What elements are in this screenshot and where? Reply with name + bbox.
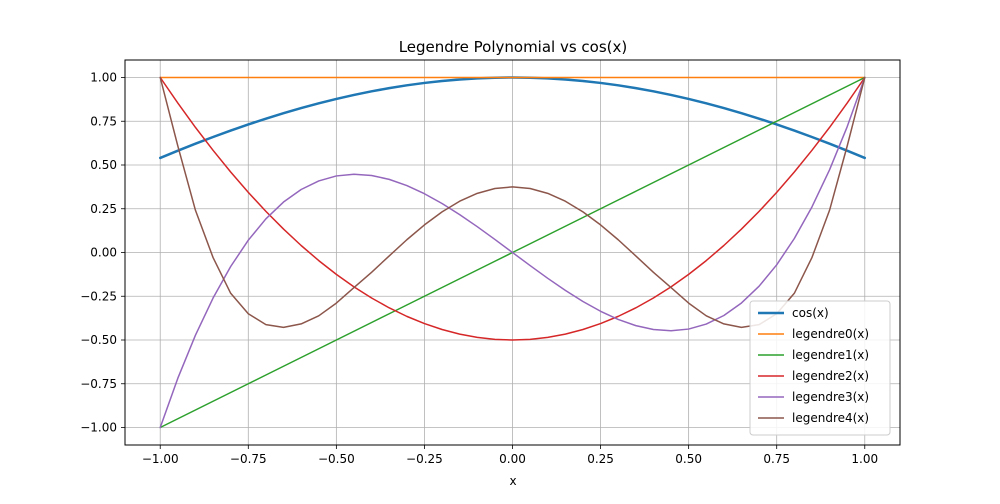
y-tick-label: 0.00 [90, 246, 117, 260]
legend-box [749, 300, 891, 436]
legend-label: legendre4(x) [792, 411, 869, 425]
x-tick-label: −0.75 [230, 452, 267, 466]
series-line-legendre2(x) [159, 76, 866, 341]
series-line-legendre3(x) [159, 76, 866, 429]
x-axis-ticks: −1.00 −0.75 −0.50 −0.25 0.00 0.25 0.50 0.75 1.00 [142, 445, 878, 466]
legend: cos(x) legendre0(x) legendre1(x) legendre2(… [749, 300, 891, 436]
x-tick-label: −0.50 [318, 452, 355, 466]
y-tick-label: −0.25 [80, 289, 117, 303]
legend-label: legendre0(x) [792, 327, 869, 341]
x-tick-label: 0.00 [499, 452, 526, 466]
y-axis-ticks: −1.00 −0.75 −0.50 −0.25 0.00 0.25 0.50 0.75 1.00 [80, 71, 125, 435]
chart-title: Legendre Polynomial vs cos(x) [399, 38, 628, 56]
legend-label: cos(x) [792, 306, 829, 320]
series-lines [158, 76, 867, 429]
legend-label: legendre3(x) [792, 390, 869, 404]
x-tick-label: −0.25 [406, 452, 443, 466]
x-tick-label: −1.00 [142, 452, 179, 466]
y-tick-label: 0.25 [90, 202, 117, 216]
x-tick-label: 0.50 [675, 452, 702, 466]
x-tick-label: 0.25 [587, 452, 614, 466]
y-tick-label: −0.50 [80, 333, 117, 347]
x-tick-label: 1.00 [851, 452, 878, 466]
legend-label: legendre1(x) [792, 348, 869, 362]
y-tick-label: −0.75 [80, 377, 117, 391]
y-tick-label: 1.00 [90, 71, 117, 85]
y-tick-label: −1.00 [80, 421, 117, 435]
y-tick-label: 0.75 [90, 114, 117, 128]
y-tick-label: 0.50 [90, 158, 117, 172]
x-axis-label: x [509, 474, 516, 488]
series-line-legendre4(x) [159, 76, 866, 329]
x-tick-label: 0.75 [763, 452, 790, 466]
legend-label: legendre2(x) [792, 369, 869, 383]
